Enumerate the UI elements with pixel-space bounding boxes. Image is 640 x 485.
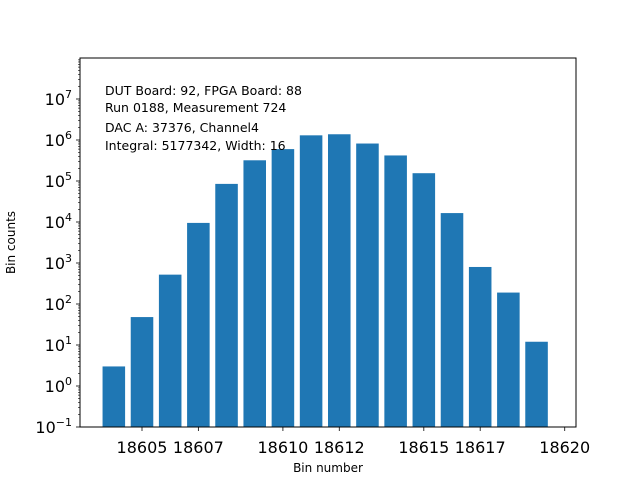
x-tick-label: 18607	[173, 438, 224, 457]
histogram-bar	[243, 160, 266, 428]
x-axis-ticks: 18605 18607 18610 18612 18615 18617 18620	[117, 427, 590, 457]
annotation-line-dac: DAC A: 37376, Channel4	[105, 120, 259, 135]
y-tick-label: 105	[45, 170, 72, 191]
annotation-line-run: Run 0188, Measurement 724	[105, 100, 286, 115]
x-tick-label: 18612	[314, 438, 365, 457]
histogram-bar	[130, 317, 154, 427]
x-tick-label: 18610	[257, 438, 308, 457]
histogram-bar	[158, 274, 182, 427]
y-tick-label: 10−1	[35, 416, 72, 437]
x-axis-label: Bin number	[293, 461, 363, 475]
annotation-line-integral: Integral: 5177342, Width: 16	[105, 138, 286, 153]
y-axis-ticks: 10−1 100 101 102 103 104 105 106 107	[35, 59, 80, 437]
annotation-box: DUT Board: 92, FPGA Board: 88 Run 0188, …	[105, 83, 302, 153]
histogram-bar	[271, 149, 295, 427]
y-tick-label: 107	[45, 88, 72, 109]
y-axis-label: Bin counts	[4, 211, 18, 274]
histogram-bar	[102, 366, 126, 427]
y-tick-label: 106	[45, 129, 72, 150]
histogram-bar	[468, 266, 492, 427]
annotation-line-board: DUT Board: 92, FPGA Board: 88	[105, 83, 302, 98]
histogram-bar	[525, 341, 548, 427]
y-tick-label: 101	[45, 334, 72, 355]
x-tick-label: 18620	[539, 438, 590, 457]
histogram-bar	[356, 143, 379, 427]
y-tick-label: 100	[45, 375, 72, 396]
histogram-bar	[328, 134, 351, 427]
histogram-bar	[215, 183, 238, 427]
x-tick-label: 18615	[398, 438, 449, 457]
y-tick-label: 102	[45, 293, 72, 314]
histogram-bar	[384, 155, 407, 427]
x-tick-label: 18605	[117, 438, 168, 457]
bars-layer	[102, 134, 548, 428]
histogram-bar	[187, 222, 210, 427]
histogram-bar	[497, 292, 520, 427]
y-tick-label: 104	[45, 211, 72, 232]
y-tick-label: 103	[45, 252, 72, 273]
histogram-bar	[440, 213, 464, 427]
plot-frame	[79, 57, 577, 428]
x-tick-label: 18617	[455, 438, 506, 457]
histogram-bar	[412, 173, 436, 427]
histogram-bar	[299, 135, 323, 427]
